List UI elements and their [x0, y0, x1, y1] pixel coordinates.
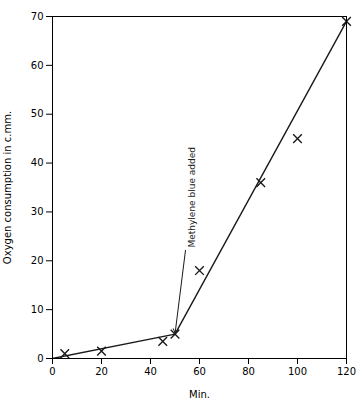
svg-text:20: 20: [95, 366, 108, 377]
svg-text:10: 10: [31, 304, 44, 315]
svg-text:60: 60: [193, 366, 206, 377]
svg-text:70: 70: [31, 11, 44, 22]
svg-text:Min.: Min.: [189, 389, 210, 400]
svg-text:30: 30: [31, 206, 44, 217]
svg-text:20: 20: [31, 255, 44, 266]
svg-text:40: 40: [31, 157, 44, 168]
svg-text:50: 50: [31, 108, 44, 119]
svg-text:Oxygen consumption in c.mm.: Oxygen consumption in c.mm.: [2, 111, 13, 264]
svg-text:0: 0: [37, 353, 43, 364]
svg-text:80: 80: [242, 366, 255, 377]
svg-text:120: 120: [337, 366, 356, 377]
svg-text:60: 60: [31, 60, 44, 71]
svg-text:Methylene blue added: Methylene blue added: [187, 147, 197, 248]
svg-text:0: 0: [49, 366, 55, 377]
svg-text:100: 100: [288, 366, 307, 377]
svg-text:40: 40: [144, 366, 157, 377]
